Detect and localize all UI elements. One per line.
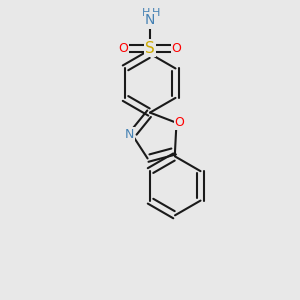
Text: N: N [145,14,155,27]
Text: H: H [152,8,160,18]
Text: H: H [142,8,150,18]
Text: N: N [124,128,134,141]
Text: O: O [118,42,128,55]
Text: S: S [145,41,155,56]
Text: O: O [175,116,184,129]
Text: O: O [172,42,182,55]
